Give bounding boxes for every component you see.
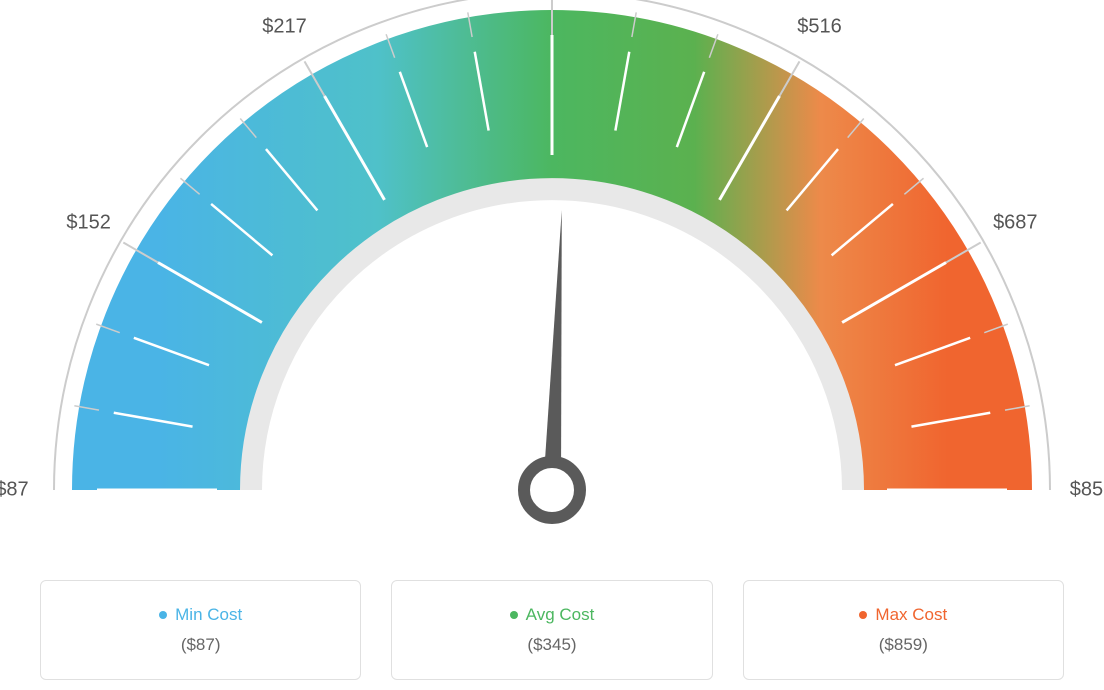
legend-value-min: ($87) [181,635,221,655]
gauge-area: $87$152$217$345$516$687$859 [0,0,1104,560]
legend-box-min: Min Cost ($87) [40,580,361,680]
legend-title-avg: Avg Cost [510,605,595,625]
gauge-tick-label: $859 [1070,479,1104,502]
legend-area: Min Cost ($87) Avg Cost ($345) Max Cost … [0,580,1104,680]
gauge-tick-label: $87 [0,479,29,502]
legend-dot-icon [859,611,867,619]
gauge-svg [0,0,1104,560]
legend-label-max: Max Cost [875,605,947,625]
legend-dot-icon [510,611,518,619]
legend-title-max: Max Cost [859,605,947,625]
legend-value-avg: ($345) [527,635,576,655]
legend-label-avg: Avg Cost [526,605,595,625]
legend-box-max: Max Cost ($859) [743,580,1064,680]
gauge-tick-label: $217 [262,15,307,38]
legend-label-min: Min Cost [175,605,242,625]
chart-container: $87$152$217$345$516$687$859 Min Cost ($8… [0,0,1104,690]
legend-title-min: Min Cost [159,605,242,625]
legend-dot-icon [159,611,167,619]
legend-box-avg: Avg Cost ($345) [391,580,712,680]
gauge-tick-label: $687 [993,211,1038,234]
legend-value-max: ($859) [879,635,928,655]
gauge-tick-label: $516 [797,15,842,38]
gauge-tick-label: $152 [66,211,111,234]
